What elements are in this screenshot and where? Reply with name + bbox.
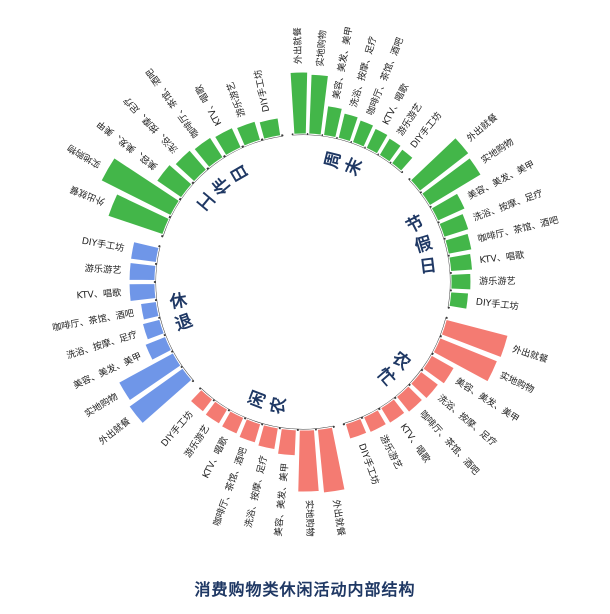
- category-label: KTV、唱歌: [76, 287, 122, 302]
- group-label-weekend: 周: [322, 149, 346, 170]
- group-busy-farming: 外出就餐实地购物美容、美发、美甲洗浴、按摩、足疗咖啡厅、茶馆、酒吧KTV、唱歌游…: [342, 316, 550, 486]
- bar-holiday-2[interactable]: [430, 192, 466, 222]
- bar-retired-4[interactable]: [139, 300, 160, 321]
- group-label-holiday: 节: [403, 211, 428, 237]
- category-label: 实地购物: [82, 390, 120, 419]
- bar-weekend-3[interactable]: [337, 112, 360, 143]
- chart-title: 消费购物类休闲活动内部结构: [194, 580, 416, 599]
- category-label: 游乐游艺: [182, 423, 212, 460]
- bar-workday-0[interactable]: [107, 193, 170, 236]
- group-label-retired: 休: [167, 289, 189, 313]
- bar-busy-farming-6[interactable]: [362, 408, 388, 434]
- bar-busy-farming-1[interactable]: [432, 336, 499, 383]
- group-baseline-arc: [153, 245, 195, 383]
- category-label: 外出就餐: [464, 111, 500, 144]
- category-label: KTV、唱歌: [479, 249, 526, 266]
- bar-workday-5[interactable]: [213, 126, 243, 157]
- group-off-farming: 外出就餐实地购物美容、美发、美甲洗浴、按摩、足疗咖啡厅、茶馆、酒吧KTV、唱歌游…: [158, 387, 347, 537]
- bar-busy-farming-7[interactable]: [344, 417, 368, 440]
- category-label: 游乐游艺: [224, 80, 248, 119]
- group-baseline-arc: [161, 134, 284, 238]
- category-label: 美容、美发、美甲: [272, 463, 291, 537]
- bar-workday-4[interactable]: [193, 136, 224, 169]
- bar-retired-7[interactable]: [129, 240, 160, 264]
- category-label: KTV、唱歌: [192, 82, 224, 128]
- bar-retired-2[interactable]: [144, 335, 173, 362]
- category-label: 实地购物: [479, 136, 516, 166]
- bar-off-farming-1[interactable]: [297, 428, 320, 493]
- group-label-holiday: 日: [418, 256, 437, 278]
- category-label: 实地购物: [498, 369, 536, 396]
- bar-off-farming-6[interactable]: [204, 400, 229, 425]
- bar-off-farming-4[interactable]: [238, 418, 262, 444]
- group-label-off-farming: 闲: [245, 388, 271, 411]
- category-label: DIY手工坊: [475, 296, 519, 313]
- bar-weekend-7[interactable]: [390, 148, 414, 172]
- bar-holiday-6[interactable]: [450, 272, 472, 291]
- category-label: 外出就餐: [511, 343, 550, 366]
- category-label: 咖啡厅、茶馆、酒吧: [51, 307, 134, 334]
- category-label: 外出就餐: [96, 415, 132, 447]
- category-label: 游乐游艺: [479, 275, 516, 287]
- bar-weekend-1[interactable]: [308, 73, 330, 136]
- category-label: 实地购物: [314, 30, 329, 68]
- bar-busy-farming-2[interactable]: [422, 354, 456, 385]
- category-label: 美容、美发、美甲: [330, 26, 355, 100]
- category-label: DIY手工坊: [252, 69, 273, 114]
- bar-off-farming-7[interactable]: [189, 388, 214, 413]
- bar-holiday-7[interactable]: [448, 291, 470, 310]
- category-label: 外出就餐: [330, 499, 347, 537]
- bar-retired-5[interactable]: [128, 282, 157, 303]
- bar-off-farming-5[interactable]: [220, 410, 245, 435]
- group-retired: 外出就餐实地购物美容、美发、美甲洗浴、按摩、足疗咖啡厅、茶馆、酒吧KTV、唱歌游…: [51, 235, 195, 448]
- group-label-holiday: 假: [412, 232, 434, 257]
- category-label: 实地购物: [303, 500, 316, 537]
- bar-workday-7[interactable]: [258, 117, 282, 140]
- bar-holiday-3[interactable]: [438, 212, 470, 239]
- bar-off-farming-2[interactable]: [276, 427, 297, 457]
- group-label-retired: 退: [173, 311, 196, 335]
- group-holiday: 外出就餐实地购物美容、美发、美甲洗浴、按摩、足疗咖啡厅、茶馆、酒吧KTV、唱歌游…: [403, 111, 560, 312]
- bar-holiday-0[interactable]: [409, 136, 470, 193]
- group-weekend: 外出就餐 实地购物 美容、美发、美甲洗浴、按摩、足疗咖啡厅、茶馆、酒吧KTV、唱歌游…: [289, 26, 444, 179]
- bar-holiday-4[interactable]: [444, 232, 473, 255]
- group-baseline-arc: [199, 387, 335, 432]
- bar-busy-farming-4[interactable]: [395, 385, 424, 414]
- category-label: DIY手工坊: [81, 235, 125, 255]
- group-label-off-farming: 农: [266, 395, 290, 417]
- bar-retired-0[interactable]: [128, 367, 193, 425]
- category-label: 外出就餐: [68, 183, 107, 208]
- category-label: 游乐游艺: [377, 433, 404, 471]
- bar-weekend-5[interactable]: [365, 127, 389, 155]
- bar-workday-3[interactable]: [174, 149, 208, 183]
- group-baseline-arc: [342, 316, 448, 426]
- bar-retired-1[interactable]: [117, 352, 182, 402]
- group-label-weekend: 末: [341, 154, 368, 179]
- bar-weekend-6[interactable]: [378, 137, 403, 163]
- group-workday: 外出就餐实地购物美容、美发、美甲洗浴、按摩、足疗咖啡厅、茶馆、酒吧KTV、唱歌游…: [65, 66, 284, 238]
- bar-workday-1[interactable]: [100, 156, 181, 217]
- category-label: 游乐游艺: [84, 262, 121, 276]
- bar-retired-3[interactable]: [141, 318, 166, 341]
- bar-weekend-0[interactable]: [289, 71, 309, 135]
- category-label: 外出就餐: [291, 27, 304, 64]
- bar-weekend-2[interactable]: [322, 105, 344, 139]
- bar-retired-6[interactable]: [128, 261, 157, 282]
- bar-holiday-1[interactable]: [420, 156, 482, 207]
- group-baseline-arc: [408, 178, 452, 309]
- bar-off-farming-3[interactable]: [257, 423, 280, 451]
- category-label: 实地购物: [65, 142, 103, 171]
- bar-workday-6[interactable]: [235, 120, 262, 147]
- bar-busy-farming-3[interactable]: [409, 370, 440, 400]
- bar-busy-farming-5[interactable]: [379, 398, 406, 425]
- bar-busy-farming-0[interactable]: [440, 318, 509, 359]
- bar-workday-2[interactable]: [155, 163, 193, 199]
- category-label: 洗浴、按摩、足疗: [242, 454, 270, 528]
- bar-weekend-4[interactable]: [351, 119, 375, 148]
- bar-holiday-5[interactable]: [448, 252, 474, 273]
- category-label: DIY手工坊: [356, 442, 382, 486]
- bar-off-farming-0[interactable]: [316, 426, 346, 494]
